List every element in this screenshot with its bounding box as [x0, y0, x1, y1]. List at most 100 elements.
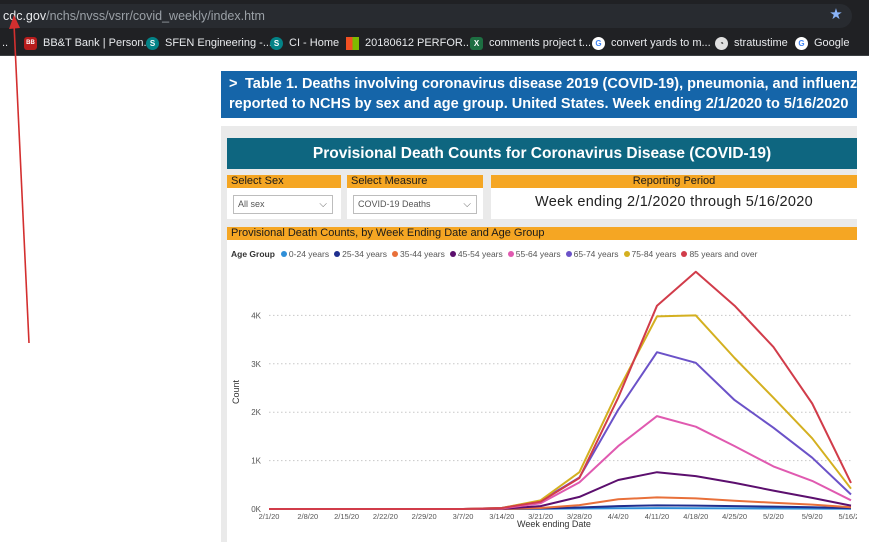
line-chart: 0K 1K 2K 3K 4K 2/1/20 2/8/20 2/15/20 2/22/20 2/29… — [251, 270, 857, 521]
clock-icon: ◔ — [715, 36, 728, 50]
legend-item[interactable]: 85 years and over — [681, 249, 757, 259]
bookmark-convert-yards[interactable]: G convert yards to m... — [592, 34, 711, 52]
legend-label: 55-64 years — [515, 249, 561, 259]
sharepoint-icon: S — [146, 36, 159, 50]
bookmark-performance[interactable]: 20180612 PERFOR... — [346, 34, 472, 52]
x-axis-label: Week ending Date — [517, 519, 591, 529]
x-tick-label: 3/21/20 — [528, 512, 553, 521]
legend-label: 0-24 years — [288, 249, 330, 259]
table-banner[interactable]: > Table 1. Deaths involving coronavirus d… — [221, 71, 857, 118]
x-tick-label: 4/11/20 — [645, 512, 669, 521]
x-tick-label: 2/15/20 — [334, 512, 359, 521]
legend-item[interactable]: 0-24 years — [280, 249, 330, 259]
legend-dot-icon — [449, 251, 456, 257]
y-tick-label: 3K — [251, 360, 261, 369]
legend-item[interactable]: 55-64 years — [507, 249, 561, 259]
chart-panel: Provisional Death Counts, by Week Ending… — [227, 227, 857, 542]
reporting-period-value: Week ending 2/1/2020 through 5/16/2020 — [535, 194, 813, 210]
legend-dot-icon — [334, 251, 341, 257]
url-text[interactable]: cdc.gov/nchs/nvss/vsrr/covid_weekly/inde… — [3, 9, 265, 23]
banner-title: Table 1. Deaths involving coronavirus di… — [245, 76, 857, 92]
bookmarks-bar: .. BB BB&T Bank | Person... S SFEN Engin… — [0, 30, 869, 56]
legend-label: 35-44 years — [399, 249, 445, 259]
measure-filter-label: Select Measure — [347, 175, 483, 188]
excel-icon: X — [470, 36, 483, 50]
y-tick-label: 2K — [251, 408, 261, 417]
legend-item[interactable]: 25-34 years — [334, 249, 387, 259]
legend-label: 75-84 years — [631, 249, 677, 259]
x-tick-label: 2/29/20 — [412, 512, 437, 521]
legend-label: 25-34 years — [342, 249, 387, 259]
bookmark-google[interactable]: G Google — [795, 34, 849, 52]
arrow-shaft — [13, 23, 30, 344]
legend-label: 65-74 years — [573, 249, 619, 259]
x-tick-label: 2/8/20 — [297, 512, 318, 521]
x-tick-label: 5/2/20 — [763, 512, 784, 521]
legend-dot-icon — [623, 251, 630, 257]
chart-header: Provisional Death Counts, by Week Ending… — [227, 227, 857, 240]
x-tick-label: 4/18/20 — [683, 512, 708, 521]
legend-item[interactable]: 75-84 years — [623, 249, 677, 259]
x-tick-label: 3/7/20 — [453, 512, 474, 521]
legend-dot-icon — [507, 251, 514, 257]
url-path: /nchs/nvss/vsrr/covid_weekly/index.htm — [46, 9, 265, 23]
x-tick-label: 3/28/20 — [567, 512, 592, 521]
legend-dot-icon — [565, 251, 572, 257]
reporting-period-label: Reporting Period — [491, 175, 857, 188]
bookmark-comments[interactable]: X comments project t... — [470, 34, 591, 52]
banner-line-1: > Table 1. Deaths involving coronavirus d… — [229, 74, 857, 94]
measure-filter: Select Measure COVID-19 Deaths ⌵ — [347, 175, 483, 219]
legend-dot-icon — [391, 251, 398, 257]
sex-filter-label: Select Sex — [227, 175, 341, 188]
bookmark-star-icon[interactable]: ★ — [829, 6, 843, 23]
series-line — [269, 415, 852, 510]
sex-dropdown[interactable]: All sex ⌵ — [233, 195, 333, 214]
bookmark-label: BB&T Bank | Person... — [43, 37, 153, 49]
legend-item[interactable]: 45-54 years — [449, 249, 503, 259]
bookmark-label: convert yards to m... — [611, 37, 711, 49]
bookmark-label: CI - Home — [289, 37, 340, 49]
measure-dropdown-value: COVID-19 Deaths — [358, 199, 431, 209]
legend-label: 45-54 years — [457, 249, 503, 259]
bookmark-label: comments project t... — [489, 37, 592, 49]
legend-dot-icon — [280, 251, 287, 257]
browser-toolbar: cdc.gov/nchs/nvss/vsrr/covid_weekly/inde… — [0, 0, 869, 30]
bookmark-label: stratustime — [734, 37, 788, 49]
legend-item[interactable]: 35-44 years — [391, 249, 445, 259]
x-tick-label: 2/22/20 — [373, 512, 398, 521]
y-axis-label-text: Count — [231, 380, 241, 405]
y-tick-label: 0K — [251, 505, 261, 514]
legend-title: Age Group — [231, 249, 275, 259]
bookmarks-overflow[interactable]: .. — [2, 37, 9, 49]
series-line — [269, 270, 852, 510]
x-tick-label: 4/25/20 — [722, 512, 747, 521]
bookmark-label: SFEN Engineering -... — [165, 37, 272, 49]
legend-item[interactable]: 65-74 years — [565, 249, 619, 259]
dashboard-title: Provisional Death Counts for Coronavirus… — [227, 138, 857, 169]
banner-line-2: reported to NCHS by sex and age group. U… — [229, 96, 849, 112]
bookmark-bbt[interactable]: BB BB&T Bank | Person... — [24, 34, 153, 52]
sex-filter: Select Sex All sex ⌵ — [227, 175, 341, 219]
sharepoint-icon: S — [270, 36, 283, 50]
chart-legend: Age Group 0-24 years 25-34 years 35-44 yea… — [231, 249, 762, 259]
chevron-down-icon: ⌵ — [463, 199, 471, 210]
y-tick-label: 4K — [251, 311, 261, 320]
measure-dropdown[interactable]: COVID-19 Deaths ⌵ — [353, 195, 477, 214]
bookmark-label: 20180612 PERFOR... — [365, 37, 473, 49]
sex-dropdown-value: All sex — [238, 199, 265, 209]
bookmark-label: Google — [814, 37, 850, 49]
x-tick-label: 2/1/20 — [259, 512, 280, 521]
legend-label: 85 years and over — [689, 249, 758, 259]
bookmark-ci-home[interactable]: S CI - Home — [270, 34, 339, 52]
bookmark-stratustime[interactable]: ◔ stratustime — [715, 34, 788, 52]
y-tick-label: 1K — [251, 457, 261, 466]
y-axis-label: Count — [231, 380, 241, 405]
chevron-down-icon: ⌵ — [319, 199, 327, 210]
x-tick-label: 5/9/20 — [802, 512, 823, 521]
address-bar[interactable]: cdc.gov/nchs/nvss/vsrr/covid_weekly/inde… — [0, 4, 852, 28]
series-line — [269, 314, 852, 510]
x-tick-label: 4/4/20 — [608, 512, 629, 521]
bookmark-sfen[interactable]: S SFEN Engineering -... — [146, 34, 272, 52]
google-icon: G — [795, 36, 808, 50]
